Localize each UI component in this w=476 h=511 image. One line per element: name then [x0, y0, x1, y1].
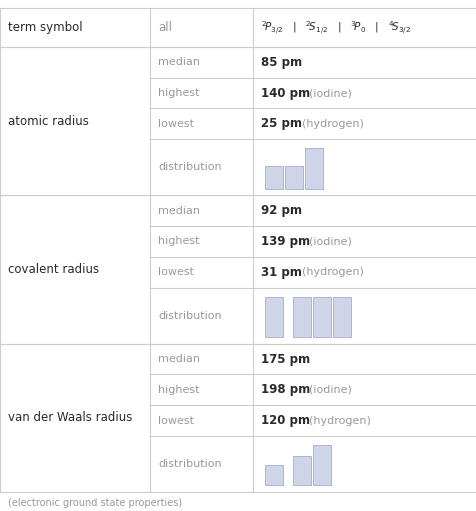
Bar	[284, 167, 302, 189]
Text: van der Waals radius: van der Waals radius	[8, 411, 132, 425]
Text: (hydrogen): (hydrogen)	[308, 415, 370, 426]
Text: lowest: lowest	[158, 119, 194, 129]
Bar	[264, 296, 282, 337]
Text: term symbol: term symbol	[8, 21, 82, 34]
Bar	[292, 456, 310, 485]
Text: 92 pm: 92 pm	[260, 204, 301, 217]
Text: highest: highest	[158, 237, 199, 246]
Text: 85 pm: 85 pm	[260, 56, 301, 69]
Bar	[304, 148, 322, 189]
Text: distribution: distribution	[158, 162, 221, 172]
Bar	[312, 296, 330, 337]
Text: 175 pm: 175 pm	[260, 353, 309, 366]
Text: lowest: lowest	[158, 415, 194, 426]
Text: 120 pm: 120 pm	[260, 414, 309, 427]
Text: median: median	[158, 57, 200, 67]
Text: median: median	[158, 354, 200, 364]
Text: highest: highest	[158, 88, 199, 98]
Text: median: median	[158, 206, 200, 216]
Text: 140 pm: 140 pm	[260, 86, 309, 100]
Bar	[264, 167, 282, 189]
Text: (electronic ground state properties): (electronic ground state properties)	[8, 498, 182, 508]
Bar	[292, 296, 310, 337]
Text: (iodine): (iodine)	[308, 88, 351, 98]
Bar	[312, 445, 330, 485]
Bar	[332, 296, 350, 337]
Text: (hydrogen): (hydrogen)	[301, 119, 363, 129]
Text: (hydrogen): (hydrogen)	[301, 267, 363, 277]
Text: highest: highest	[158, 385, 199, 395]
Text: all: all	[158, 21, 172, 34]
Text: 25 pm: 25 pm	[260, 118, 301, 130]
Text: 31 pm: 31 pm	[260, 266, 301, 278]
Text: distribution: distribution	[158, 311, 221, 321]
Text: 139 pm: 139 pm	[260, 235, 309, 248]
Bar	[264, 465, 282, 485]
Text: atomic radius: atomic radius	[8, 115, 89, 128]
Text: (iodine): (iodine)	[308, 385, 351, 395]
Text: (iodine): (iodine)	[308, 237, 351, 246]
Text: distribution: distribution	[158, 459, 221, 469]
Text: lowest: lowest	[158, 267, 194, 277]
Text: 198 pm: 198 pm	[260, 383, 309, 397]
Text: $^{2}\!P_{3/2}$   |   $^{2}\!S_{1/2}$   |   $^{3}\!P_{0}$   |   $^{4}\!S_{3/2}$: $^{2}\!P_{3/2}$ | $^{2}\!S_{1/2}$ | $^{3…	[260, 19, 410, 36]
Text: covalent radius: covalent radius	[8, 263, 99, 276]
